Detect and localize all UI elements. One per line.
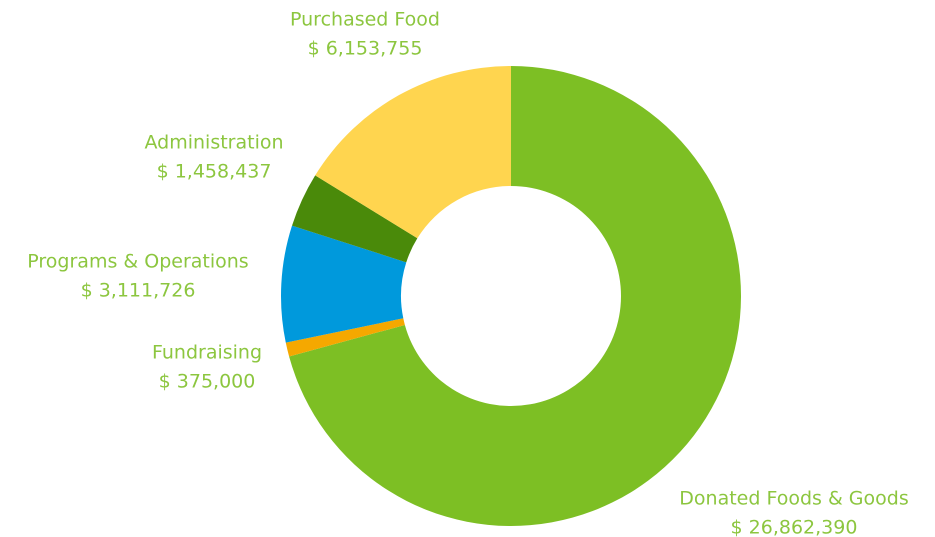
donut-segment bbox=[292, 175, 418, 263]
donut-segment bbox=[315, 66, 511, 239]
segment-label: Purchased Food bbox=[290, 9, 440, 31]
segment-value: $ 26,862,390 bbox=[731, 517, 858, 537]
segment-value: $ 3,111,726 bbox=[81, 280, 196, 302]
segment-label: Administration bbox=[144, 132, 283, 154]
segment-label: Donated Foods & Goods bbox=[679, 488, 908, 510]
segment-label: Programs & Operations bbox=[27, 251, 248, 273]
donut-segment bbox=[289, 66, 741, 526]
segment-value: $ 6,153,755 bbox=[308, 38, 423, 60]
segment-value: $ 1,458,437 bbox=[157, 161, 272, 183]
donut-segment bbox=[280, 225, 407, 343]
segment-label: Fundraising bbox=[152, 342, 262, 364]
donut-segment bbox=[285, 318, 405, 357]
segment-value: $ 375,000 bbox=[159, 371, 256, 393]
